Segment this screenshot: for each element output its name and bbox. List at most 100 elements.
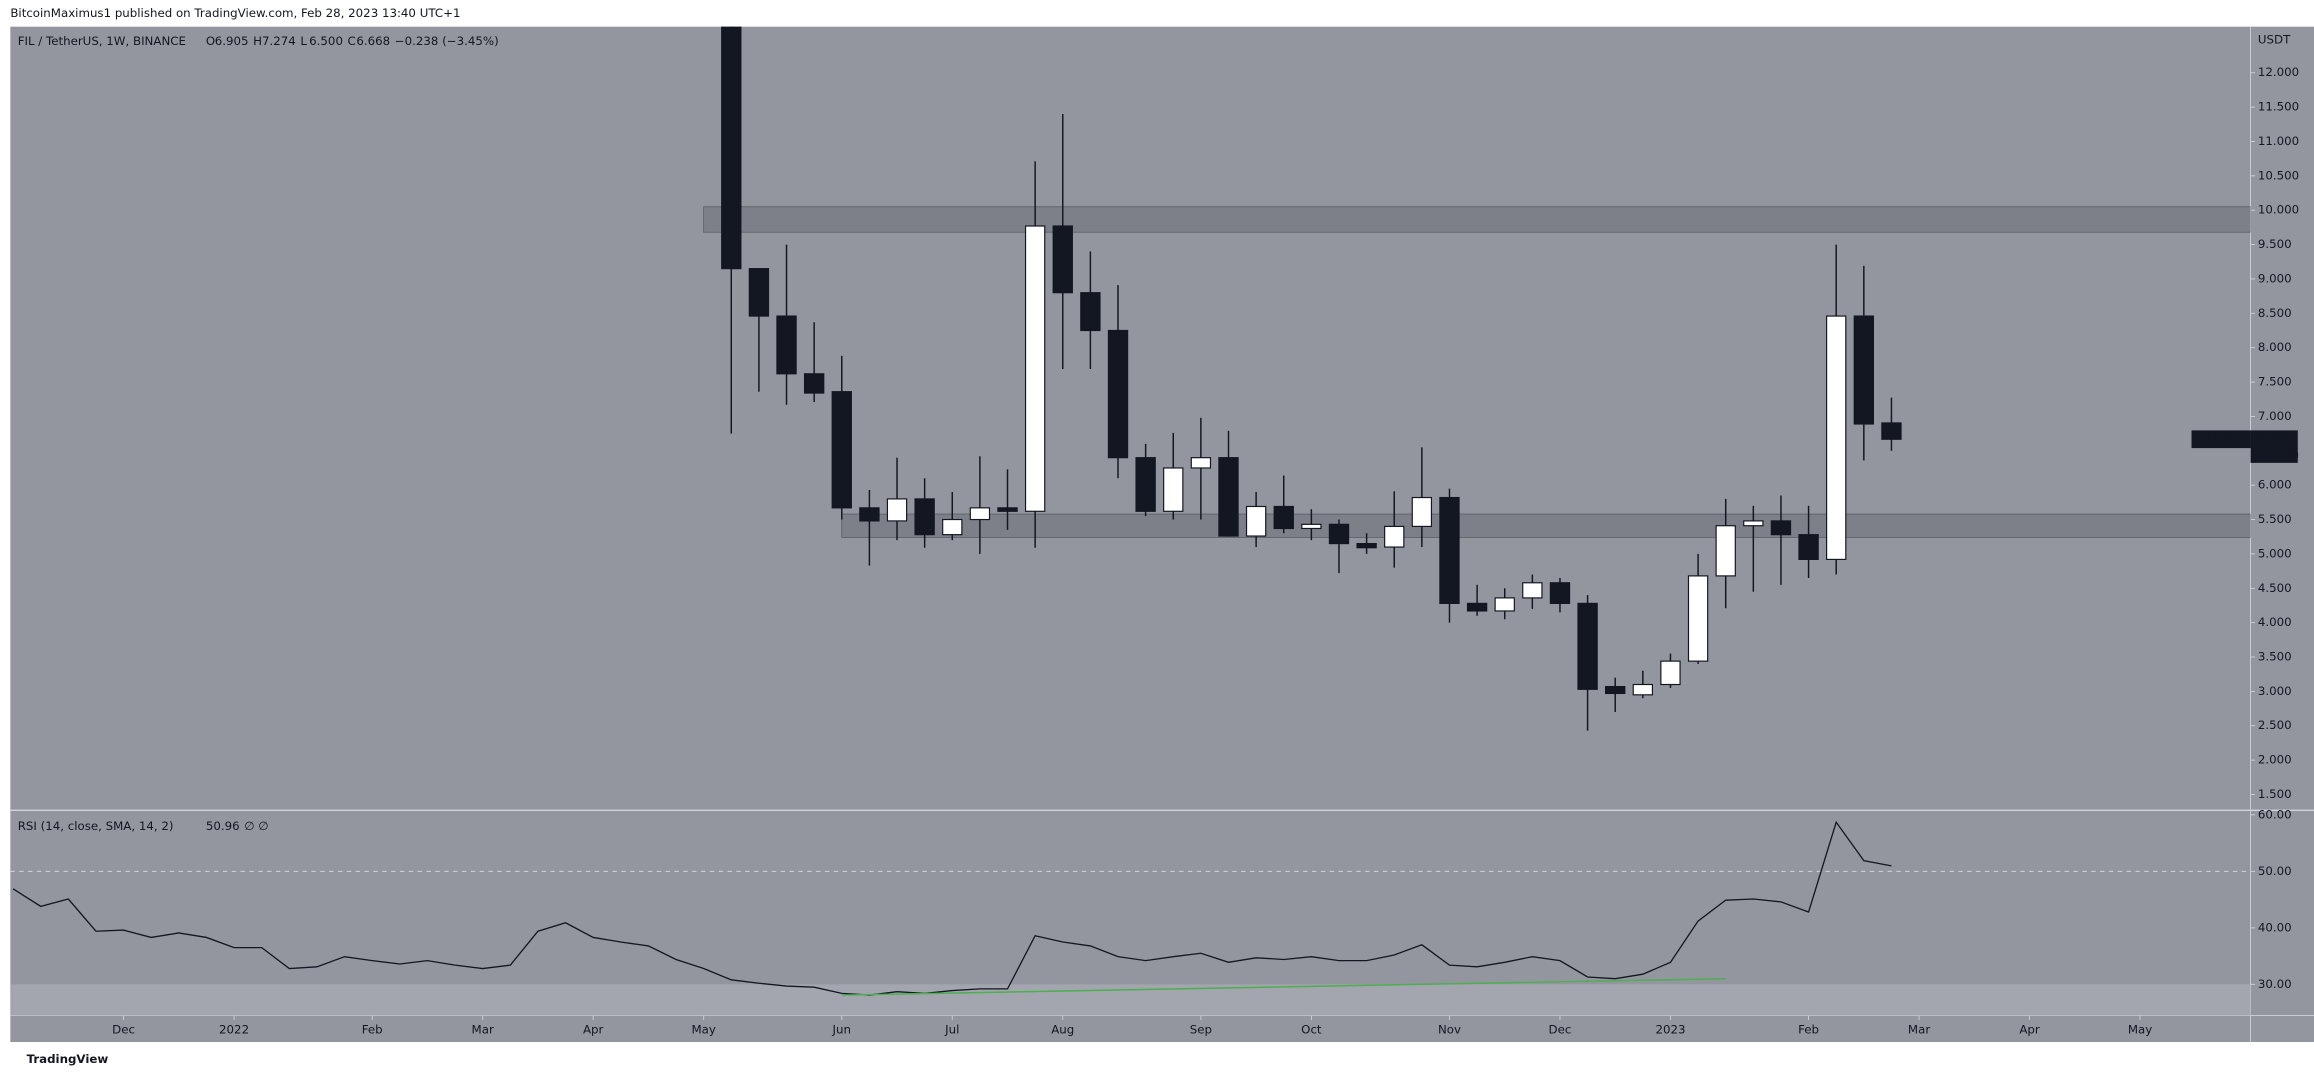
x-tick-label: Mar (472, 1023, 494, 1037)
candle-body (1052, 225, 1073, 294)
candle-body (886, 498, 908, 522)
candle-body (914, 498, 935, 536)
y-tick-label: 8.500 (2258, 306, 2292, 320)
y-tick-label: 3.000 (2258, 684, 2292, 698)
legend-value: 7.274 (262, 34, 296, 48)
price-tag-symbol: FILUSDT (2197, 432, 2246, 446)
x-tick-label: Apr (583, 1023, 604, 1037)
candle-body (1605, 685, 1626, 695)
candle-body (1660, 660, 1681, 686)
y-tick-label: 6.000 (2258, 478, 2292, 492)
candle-body (1080, 292, 1101, 332)
candle-body (1328, 523, 1350, 545)
candle-body (1466, 602, 1488, 612)
candle-body (997, 507, 1018, 512)
legend-change: −0.238 (−3.45%) (395, 34, 499, 48)
legend-key: H (253, 34, 262, 48)
legend-value: 6.500 (309, 34, 343, 48)
candle-body (1439, 496, 1460, 604)
y-tick-label: 5.000 (2258, 546, 2292, 560)
x-tick-label: Feb (1798, 1023, 1819, 1037)
x-tick-label: Dec (1549, 1023, 1572, 1037)
price-tag-value: 6.668 (2258, 432, 2292, 446)
y-tick-label: 12.000 (2258, 65, 2299, 79)
x-tick-label: Apr (2019, 1023, 2040, 1037)
y-tick-label: 11.000 (2258, 134, 2299, 148)
x-tick-label: Mar (1908, 1023, 1930, 1037)
x-tick-label: Aug (1051, 1023, 1074, 1037)
candle-body (831, 391, 852, 509)
candle-body (1163, 467, 1184, 512)
candle-body (748, 268, 770, 317)
x-tick-label: May (2128, 1023, 2152, 1037)
price-pane (703, 26, 2251, 731)
candle-body (1770, 520, 1792, 536)
zone (841, 513, 2251, 538)
candle-body (1301, 523, 1322, 530)
x-tick-label: Jun (832, 1023, 851, 1037)
candle-body (1522, 582, 1543, 599)
y-tick-label: 4.000 (2258, 615, 2292, 629)
x-tick-label: Sep (1190, 1023, 1212, 1037)
y-tick-label: 1.500 (2258, 787, 2292, 801)
legend-value: 6.668 (356, 34, 390, 48)
candle-body (1826, 315, 1847, 560)
x-tick-label: 2023 (1655, 1023, 1685, 1037)
indicator-value: 50.96 (206, 819, 240, 833)
candle-body (1190, 457, 1212, 469)
y-tick-label: 7.000 (2258, 409, 2292, 423)
candle-body (1881, 422, 1902, 440)
candle-body (1411, 496, 1433, 527)
rsi-pane (10, 820, 2251, 1016)
zone (703, 206, 2251, 233)
candle-body (969, 507, 991, 521)
y-tick-label: 8.000 (2258, 340, 2292, 354)
y-tick-label: 3.500 (2258, 650, 2292, 664)
candle-body (1687, 575, 1709, 662)
candle-body (1549, 582, 1571, 604)
candle-body (1245, 505, 1267, 537)
candle-body (721, 26, 742, 270)
indicator-extra: ∅ ∅ (244, 819, 268, 833)
price-tag-countdown: 5d 12h (2258, 447, 2299, 461)
candle-body (1632, 683, 1654, 696)
x-tick-label: May (691, 1023, 715, 1037)
y-tick-label: 50.00 (2258, 864, 2292, 878)
y-tick-label: 60.00 (2258, 807, 2292, 821)
candle-body (1107, 329, 1129, 459)
legend-key: C (348, 34, 356, 48)
y-tick-label: 9.500 (2258, 237, 2292, 251)
x-tick-label: Oct (1301, 1023, 1322, 1037)
x-tick-label: Feb (362, 1023, 383, 1037)
candle-body (1384, 525, 1405, 548)
indicator-title: RSI (14, close, SMA, 14, 2) (18, 819, 174, 833)
y-tick-label: 10.500 (2258, 168, 2299, 182)
candle-body (859, 507, 880, 522)
overlay: 1.500 2.000 2.500 3.000 3.500 4.000 4.500 5.000… (18, 34, 2299, 1037)
y-tick-label: 11.500 (2258, 100, 2299, 114)
y-axis-label: USDT (2258, 32, 2291, 46)
x-tick-label: Jul (944, 1023, 959, 1037)
y-tick-label: 2.500 (2258, 718, 2292, 732)
candle-body (1715, 525, 1736, 577)
price-tag-value-bg (2250, 430, 2298, 463)
y-tick-label: 2.000 (2258, 753, 2292, 767)
candle-body (1798, 534, 1819, 560)
candle-body (1577, 602, 1598, 690)
y-tick-label: 7.500 (2258, 375, 2292, 389)
candle-body (1273, 505, 1294, 530)
candle-body (1853, 315, 1875, 425)
legend-key: L (300, 34, 307, 48)
x-tick-label: Nov (1438, 1023, 1461, 1037)
chart-title: FIL / TetherUS, 1W, BINANCE (18, 34, 186, 48)
candle-body (1356, 543, 1377, 549)
candle-body (803, 373, 825, 394)
rsi-line (12, 820, 1892, 996)
y-tick-label: 30.00 (2258, 977, 2292, 991)
price-tag-bg (2191, 430, 2251, 449)
y-tick-label: 10.000 (2258, 203, 2299, 217)
candle-body (776, 315, 797, 375)
legend-value: 6.905 (215, 34, 249, 48)
x-tick-label: Dec (112, 1023, 135, 1037)
